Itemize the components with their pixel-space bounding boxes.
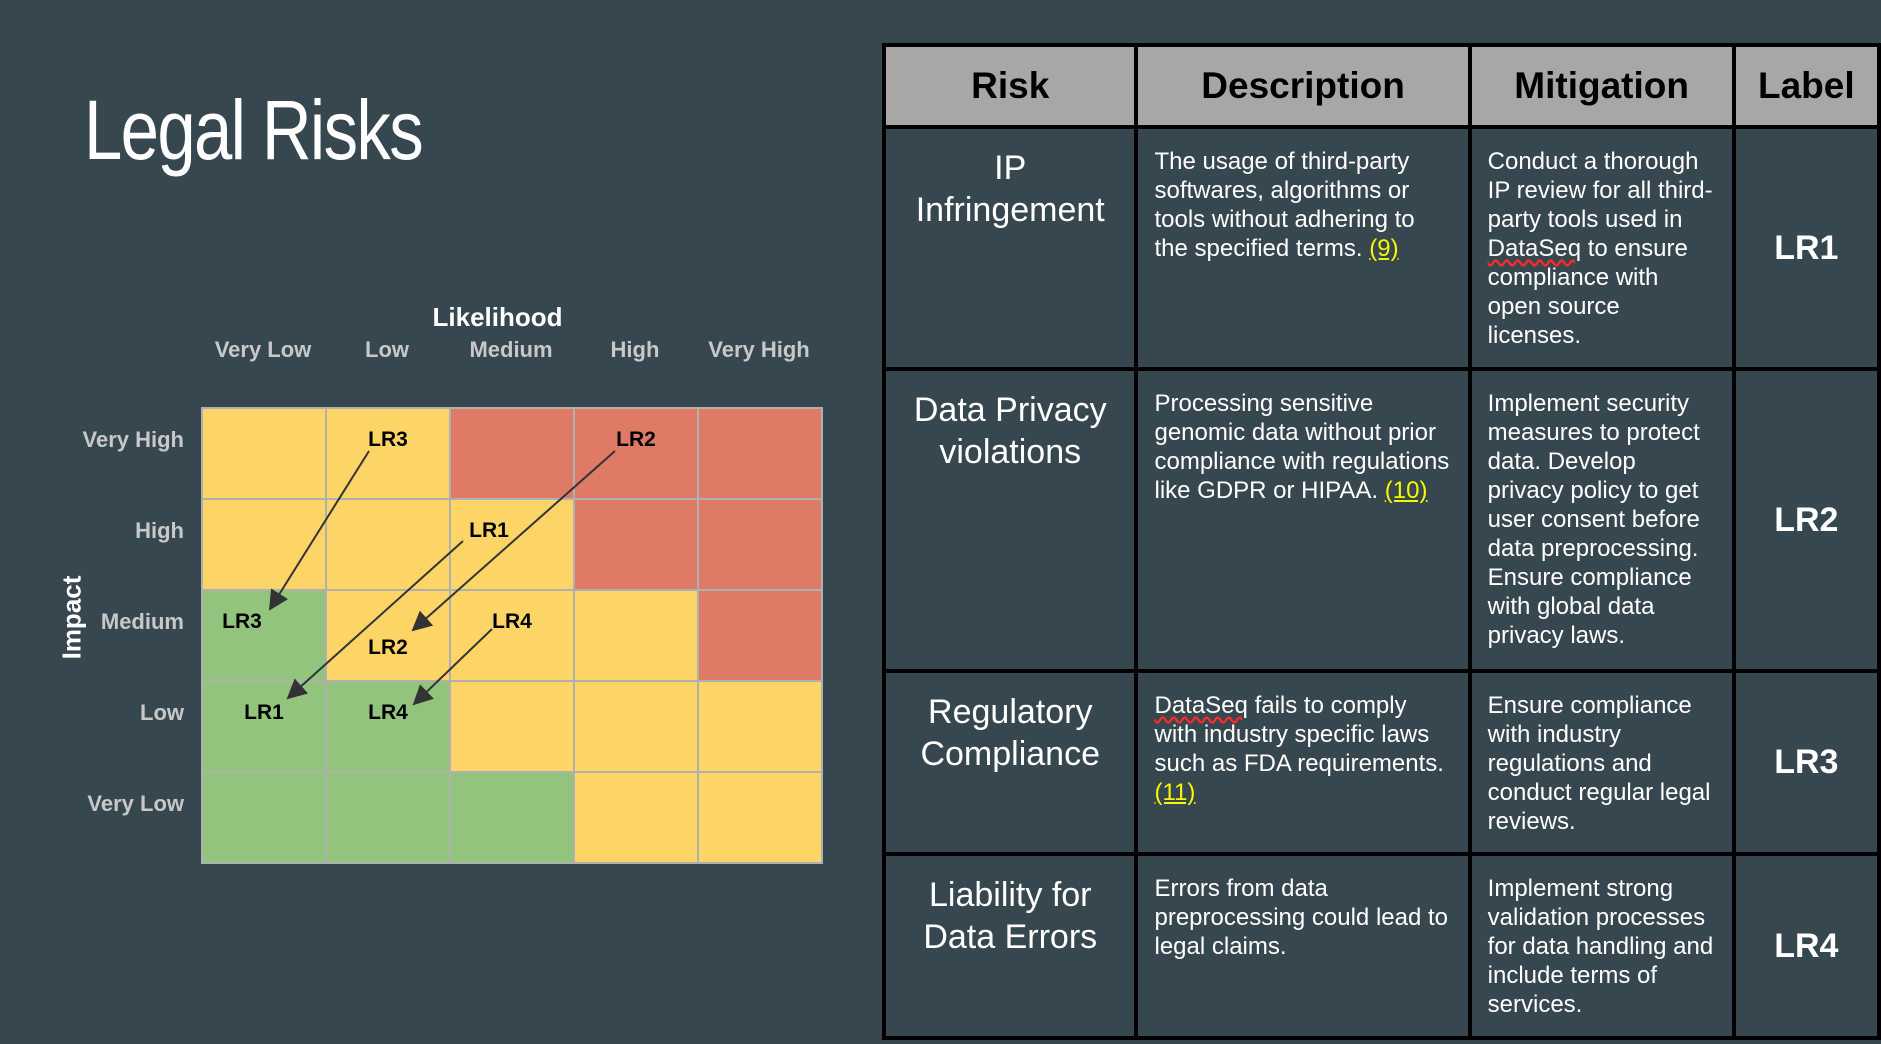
matrix-cell bbox=[574, 681, 698, 772]
risk-mitigation: Implement strong validation processes fo… bbox=[1467, 852, 1736, 1040]
row-label-medium: Medium bbox=[100, 609, 184, 634]
risk-name: Liability for Data Errors bbox=[881, 852, 1139, 1040]
matrix-cell bbox=[574, 772, 698, 863]
marker-lr1-initial: LR1 bbox=[469, 519, 509, 542]
col-label-low: Low bbox=[365, 337, 409, 362]
lr3-arrow bbox=[268, 450, 370, 611]
risk-label: LR3 bbox=[1731, 669, 1881, 856]
marker-lr4-initial: LR4 bbox=[492, 610, 532, 633]
spellcheck-flagged-word: DataSeq bbox=[1487, 235, 1582, 262]
header-description: Description bbox=[1134, 43, 1472, 129]
marker-lr1-mitigated: LR1 bbox=[244, 701, 284, 724]
marker-lr4-mitigated: LR4 bbox=[368, 701, 408, 724]
matrix-cell bbox=[202, 408, 326, 499]
matrix-cell bbox=[202, 590, 326, 681]
col-label-very-high: Very High bbox=[708, 337, 810, 362]
risk-table: Risk Description Mitigation Label IP Inf… bbox=[881, 43, 1881, 1040]
matrix-cell bbox=[574, 590, 698, 681]
risk-description: Processing sensitive genomic data withou… bbox=[1134, 367, 1472, 673]
matrix-cell bbox=[574, 408, 698, 499]
risk-mitigation: Ensure compliance with industry regulati… bbox=[1467, 669, 1736, 856]
lr1-arrow bbox=[286, 540, 464, 700]
risk-matrix-grid bbox=[201, 407, 823, 864]
matrix-cell bbox=[202, 499, 326, 590]
matrix-cell bbox=[202, 772, 326, 863]
col-label-high: High bbox=[610, 337, 660, 362]
matrix-cell bbox=[450, 772, 574, 863]
matrix-cell bbox=[326, 499, 450, 590]
risk-name: Regulatory Compliance bbox=[881, 669, 1139, 856]
description-text: The usage of third-party softwares, algo… bbox=[1154, 148, 1415, 262]
matrix-cell bbox=[326, 408, 450, 499]
table-row: Regulatory Compliance DataSeq fails to c… bbox=[881, 669, 1881, 856]
risk-label: LR1 bbox=[1731, 125, 1881, 371]
table-row: Data Privacy violations Processing sensi… bbox=[881, 367, 1881, 673]
matrix-cell bbox=[326, 590, 450, 681]
table-row: IP Infringement The usage of third-party… bbox=[881, 125, 1881, 371]
risk-description: DataSeq fails to comply with industry sp… bbox=[1134, 669, 1472, 856]
header-mitigation: Mitigation bbox=[1467, 43, 1736, 129]
row-label-very-low: Very Low bbox=[87, 791, 184, 816]
header-label: Label bbox=[1731, 43, 1881, 129]
matrix-cell bbox=[698, 590, 822, 681]
risk-label: LR2 bbox=[1731, 367, 1881, 673]
mitigation-text-cont: to ensure compliance with open source li… bbox=[1487, 235, 1688, 349]
risk-name: Data Privacy violations bbox=[881, 367, 1139, 673]
risk-name: IP Infringement bbox=[881, 125, 1139, 371]
description-text: fails to comply with industry specific l… bbox=[1154, 692, 1444, 777]
citation-link[interactable]: (11) bbox=[1154, 779, 1196, 806]
col-label-very-low: Very Low bbox=[214, 337, 312, 362]
lr2-arrow bbox=[411, 450, 616, 632]
slide-title: Legal Risks bbox=[84, 83, 424, 177]
header-risk: Risk bbox=[881, 43, 1139, 129]
matrix-cell bbox=[450, 499, 574, 590]
col-label-medium: Medium bbox=[469, 337, 553, 362]
matrix-cell bbox=[450, 681, 574, 772]
row-label-very-high: Very High bbox=[82, 427, 184, 452]
matrix-cell bbox=[450, 408, 574, 499]
matrix-cell bbox=[450, 590, 574, 681]
matrix-cell bbox=[698, 772, 822, 863]
row-label-low: Low bbox=[140, 700, 184, 725]
risk-mitigation: Implement security measures to protect d… bbox=[1467, 367, 1736, 673]
table-header-row: Risk Description Mitigation Label bbox=[881, 43, 1881, 129]
matrix-cell bbox=[326, 772, 450, 863]
risk-mitigation: Conduct a thorough IP review for all thi… bbox=[1467, 125, 1736, 371]
marker-lr2-initial: LR2 bbox=[616, 428, 656, 451]
risk-description: Errors from data preprocessing could lea… bbox=[1134, 852, 1472, 1040]
likelihood-axis-title: Likelihood bbox=[432, 302, 563, 332]
matrix-cell bbox=[574, 499, 698, 590]
marker-lr3-mitigated: LR3 bbox=[222, 610, 262, 633]
mitigation-text: Conduct a thorough IP review for all thi… bbox=[1487, 148, 1713, 233]
spellcheck-flagged-word: DataSeq bbox=[1154, 692, 1248, 719]
matrix-cell bbox=[698, 408, 822, 499]
row-label-high: High bbox=[135, 518, 184, 543]
marker-lr3-initial: LR3 bbox=[368, 428, 408, 451]
matrix-cell bbox=[698, 499, 822, 590]
marker-lr2-mitigated: LR2 bbox=[368, 636, 408, 659]
matrix-cell bbox=[698, 681, 822, 772]
lr4-arrow bbox=[412, 628, 493, 706]
table-row: Liability for Data Errors Errors from da… bbox=[881, 852, 1881, 1040]
citation-link[interactable]: (9) bbox=[1369, 235, 1399, 262]
risk-label: LR4 bbox=[1731, 852, 1881, 1040]
risk-description: The usage of third-party softwares, algo… bbox=[1134, 125, 1472, 371]
citation-link[interactable]: (10) bbox=[1384, 477, 1428, 504]
description-text: Processing sensitive genomic data withou… bbox=[1154, 390, 1450, 504]
